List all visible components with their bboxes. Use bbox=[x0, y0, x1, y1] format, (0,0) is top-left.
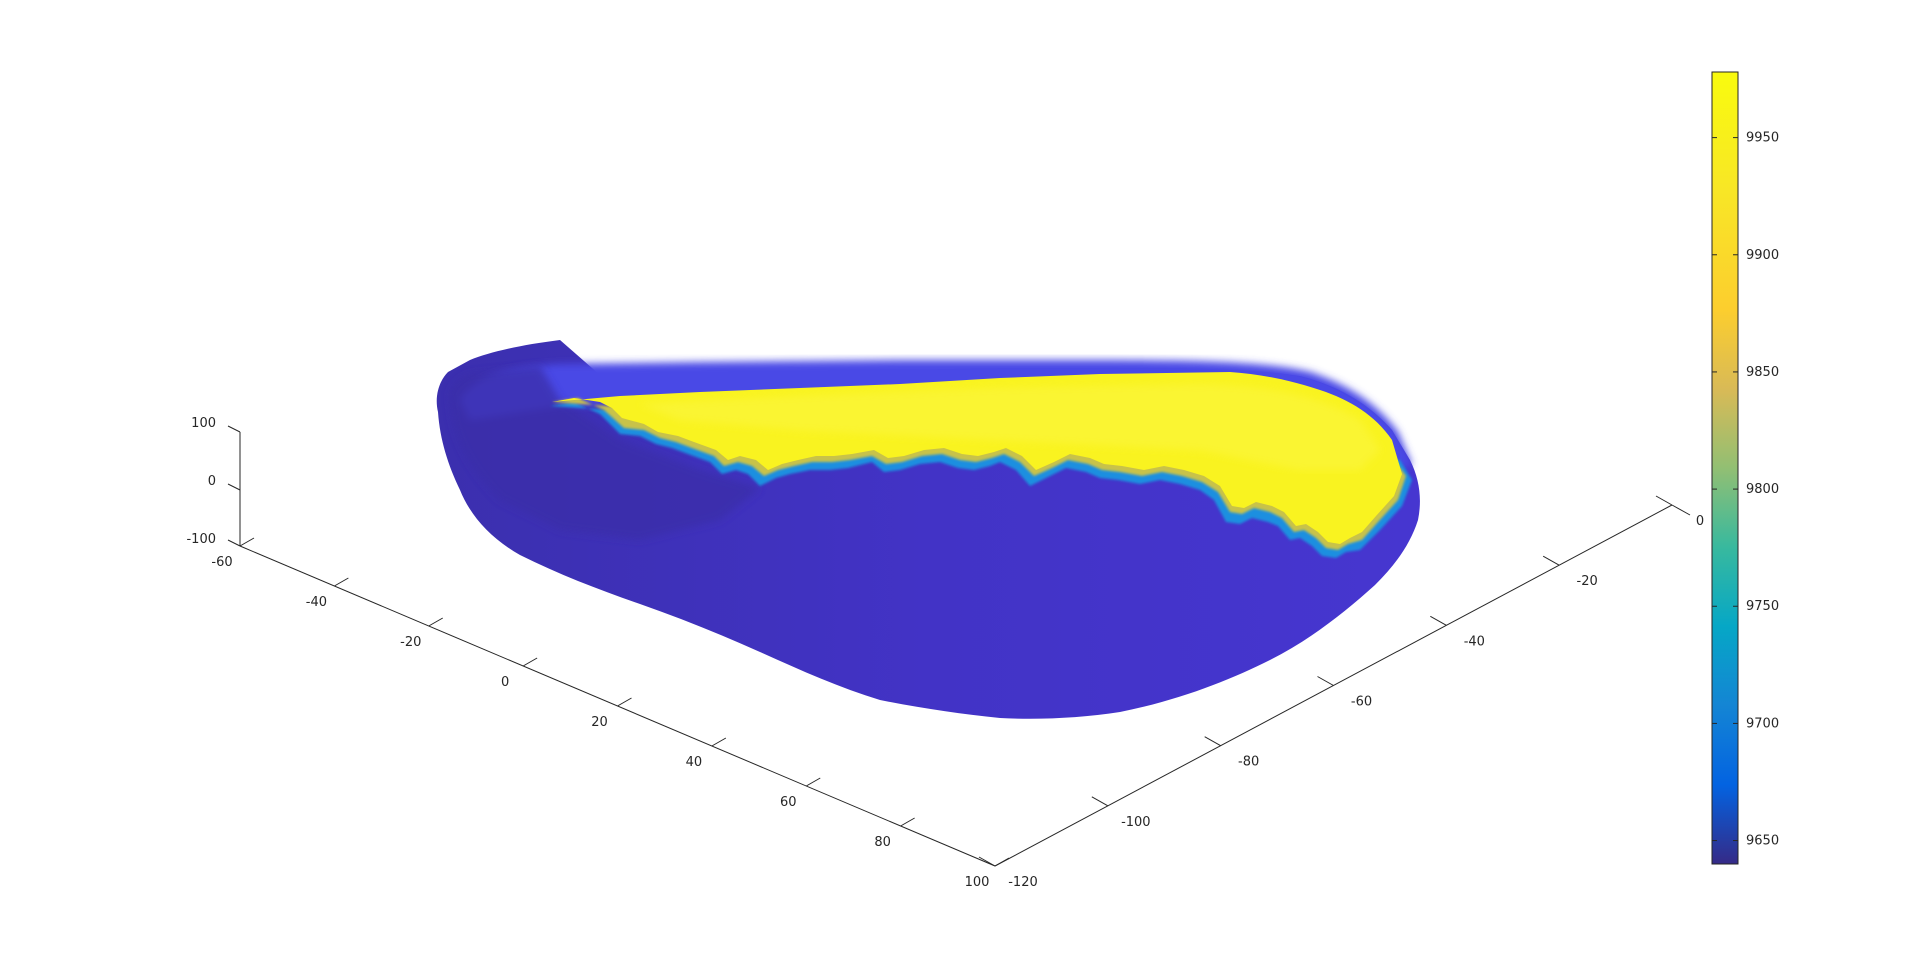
x-axis-tick bbox=[617, 697, 632, 707]
x-axis-tick bbox=[900, 817, 915, 827]
y-axis-ticks: -120 -100 -80 -60 -40 -20 0 bbox=[978, 495, 1704, 890]
x-tick-label: -20 bbox=[400, 635, 421, 650]
x-tick-label: -60 bbox=[211, 555, 232, 570]
x-tick-label: 80 bbox=[874, 835, 891, 850]
z-tick-label: -100 bbox=[186, 532, 216, 547]
x-axis-tick bbox=[428, 617, 443, 627]
y-tick-label: -60 bbox=[1351, 695, 1372, 710]
y-axis-tick bbox=[1091, 796, 1109, 807]
x-axis-ticks: -60 -40 -20 0 20 40 60 80 100 bbox=[211, 537, 1010, 890]
axes: 100 0 -100 -60 -40 -20 0 20 40 60 80 100 -120 -10… bbox=[186, 416, 1704, 890]
y-axis-tick bbox=[1430, 615, 1447, 626]
y-tick-label: 0 bbox=[1696, 514, 1704, 529]
y-tick-label: -20 bbox=[1577, 574, 1598, 589]
x-tick-label: 0 bbox=[501, 675, 509, 690]
surface-plot bbox=[436, 340, 1420, 719]
colorbar: 9650 9700 9750 9800 9850 9900 9950 bbox=[1711, 71, 1779, 865]
x-axis-tick bbox=[806, 777, 821, 787]
x-tick-label: 40 bbox=[686, 755, 703, 770]
colorbar-tick-label: 9700 bbox=[1746, 716, 1779, 731]
y-axis-tick bbox=[1655, 495, 1673, 506]
x-tick-label: 100 bbox=[965, 875, 990, 890]
surface-shadow bbox=[449, 366, 760, 540]
x-axis-tick bbox=[239, 537, 255, 547]
z-tick-label: 0 bbox=[208, 474, 216, 489]
colorbar-tick-label: 9800 bbox=[1746, 482, 1779, 497]
y-tick-label: -80 bbox=[1238, 755, 1259, 770]
y-axis-tick bbox=[978, 856, 996, 867]
colorbar-tick-label: 9650 bbox=[1746, 834, 1779, 849]
x-tick-label: 20 bbox=[591, 715, 608, 730]
surface-crest-highlight bbox=[640, 384, 1380, 470]
y-axis-tick bbox=[1317, 676, 1334, 686]
x-tick-label: -40 bbox=[306, 595, 327, 610]
z-tick-label: 100 bbox=[191, 416, 216, 431]
x-axis-tick bbox=[334, 577, 349, 587]
x-axis-tick bbox=[522, 657, 538, 667]
y-tick-label: -120 bbox=[1008, 875, 1038, 890]
colorbar-gradient bbox=[1711, 71, 1739, 865]
colorbar-ticks: 9650 9700 9750 9800 9850 9900 9950 bbox=[1712, 131, 1779, 849]
colorbar-tick-label: 9950 bbox=[1746, 131, 1779, 146]
y-axis-end bbox=[1671, 504, 1691, 516]
y-axis-tick bbox=[1204, 736, 1221, 747]
colorbar-tick-label: 9850 bbox=[1746, 365, 1779, 380]
z-axis-tick bbox=[227, 425, 241, 433]
y-tick-label: -100 bbox=[1121, 815, 1151, 830]
x-tick-label: 60 bbox=[780, 795, 797, 810]
y-axis-tick bbox=[1542, 555, 1560, 566]
colorbar-tick-label: 9750 bbox=[1746, 599, 1779, 614]
x-axis-tick bbox=[711, 737, 727, 747]
colorbar-tick-label: 9900 bbox=[1746, 248, 1779, 263]
z-axis-tick bbox=[227, 539, 241, 547]
z-axis-tick bbox=[227, 483, 241, 491]
y-tick-label: -40 bbox=[1464, 634, 1485, 649]
